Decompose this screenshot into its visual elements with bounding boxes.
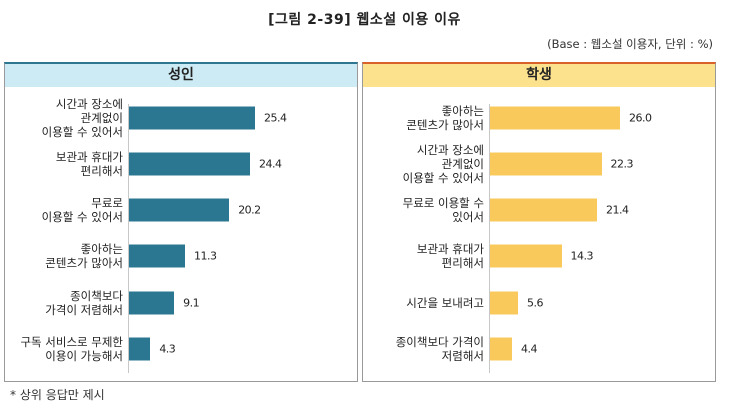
bar [129,106,255,130]
base-note: (Base : 웹소설 이용자, 단위 : %) [547,37,713,51]
adult-bar-row: 좋아하는 콘텐츠가 많아서 11.3 [5,236,357,276]
bar-value: 25.4 [263,111,287,125]
bar [490,152,602,176]
student-bar-row: 시간을 보내려고 5.6 [363,283,715,323]
bar-label: 종이책보다 가격이 저렴해서 [45,289,123,317]
bar-label: 무료로 이용할 수 있어서 [402,196,484,224]
bar [129,337,151,361]
bar-label: 시간을 보내려고 [406,296,484,310]
adult-bar-row: 무료로 이용할 수 있어서 20.2 [5,190,357,230]
bar-label: 좋아하는 콘텐츠가 많아서 [45,242,123,270]
student-bar-row: 좋아하는 콘텐츠가 많아서 26.0 [363,98,715,138]
adult-bar-row: 구독 서비스로 무제한 이용이 가능해서 4.3 [5,329,357,369]
bar-value: 4.4 [521,342,538,356]
bar-value: 22.3 [610,157,634,171]
bar-label: 보관과 휴대가 편리해서 [55,150,123,178]
bar [490,291,518,315]
student-bar-row: 보관과 휴대가 편리해서 14.3 [363,236,715,276]
bar [490,106,620,130]
student-bar-row: 종이책보다 가격이 저렴해서 4.4 [363,329,715,369]
adult-bar-row: 보관과 휴대가 편리해서 24.4 [5,144,357,184]
figure-title: [그림 2-39] 웹소설 이용 이유 [268,12,461,28]
bar [490,337,512,361]
bar-value: 26.0 [629,111,652,125]
student-axis-line [489,104,490,373]
bar-value: 9.1 [183,296,200,310]
bar-label: 시간과 장소에 관계없이 이용할 수 있어서 [402,143,484,185]
bar-label: 좋아하는 콘텐츠가 많아서 [406,104,484,132]
bar-label: 보관과 휴대가 편리해서 [416,242,484,270]
bar-value: 20.2 [238,203,261,217]
bar-value: 5.6 [527,296,544,310]
bar-label: 무료로 이용할 수 있어서 [41,196,123,224]
bar-value: 24.4 [259,157,282,171]
bar-label: 시간과 장소에 관계없이 이용할 수 있어서 [41,97,123,139]
bar [490,244,562,268]
bar [129,152,251,176]
footnote: * 상위 응답만 제시 [10,388,105,402]
bar [129,291,175,315]
bar-label: 종이책보다 가격이 저렴해서 [395,335,484,363]
adult-panel-title: 성인 [5,64,357,87]
bar-value: 11.3 [194,249,217,263]
student-bar-row: 무료로 이용할 수 있어서 21.4 [363,190,715,230]
bar [490,198,597,222]
bar [129,198,230,222]
adult-axis-line [128,104,129,373]
bar-value: 21.4 [606,203,629,217]
bar-value: 4.3 [159,342,176,356]
bar-label: 구독 서비스로 무제한 이용이 가능해서 [20,335,123,363]
bar-value: 14.3 [570,249,594,263]
adult-bar-row: 시간과 장소에 관계없이 이용할 수 있어서 25.4 [5,97,357,139]
adult-bar-row: 종이책보다 가격이 저렴해서 9.1 [5,283,357,323]
student-panel-title: 학생 [363,64,715,87]
student-panel: 학생 좋아하는 콘텐츠가 많아서 26.0 시간과 장소에 관계없이 이용할 수 있… [362,62,716,382]
student-bar-row: 시간과 장소에 관계없이 이용할 수 있어서 22.3 [363,143,715,185]
bar [129,244,186,268]
adult-panel: 성인 시간과 장소에 관계없이 이용할 수 있어서 25.4 보관과 휴대가 편리해… [4,62,358,382]
